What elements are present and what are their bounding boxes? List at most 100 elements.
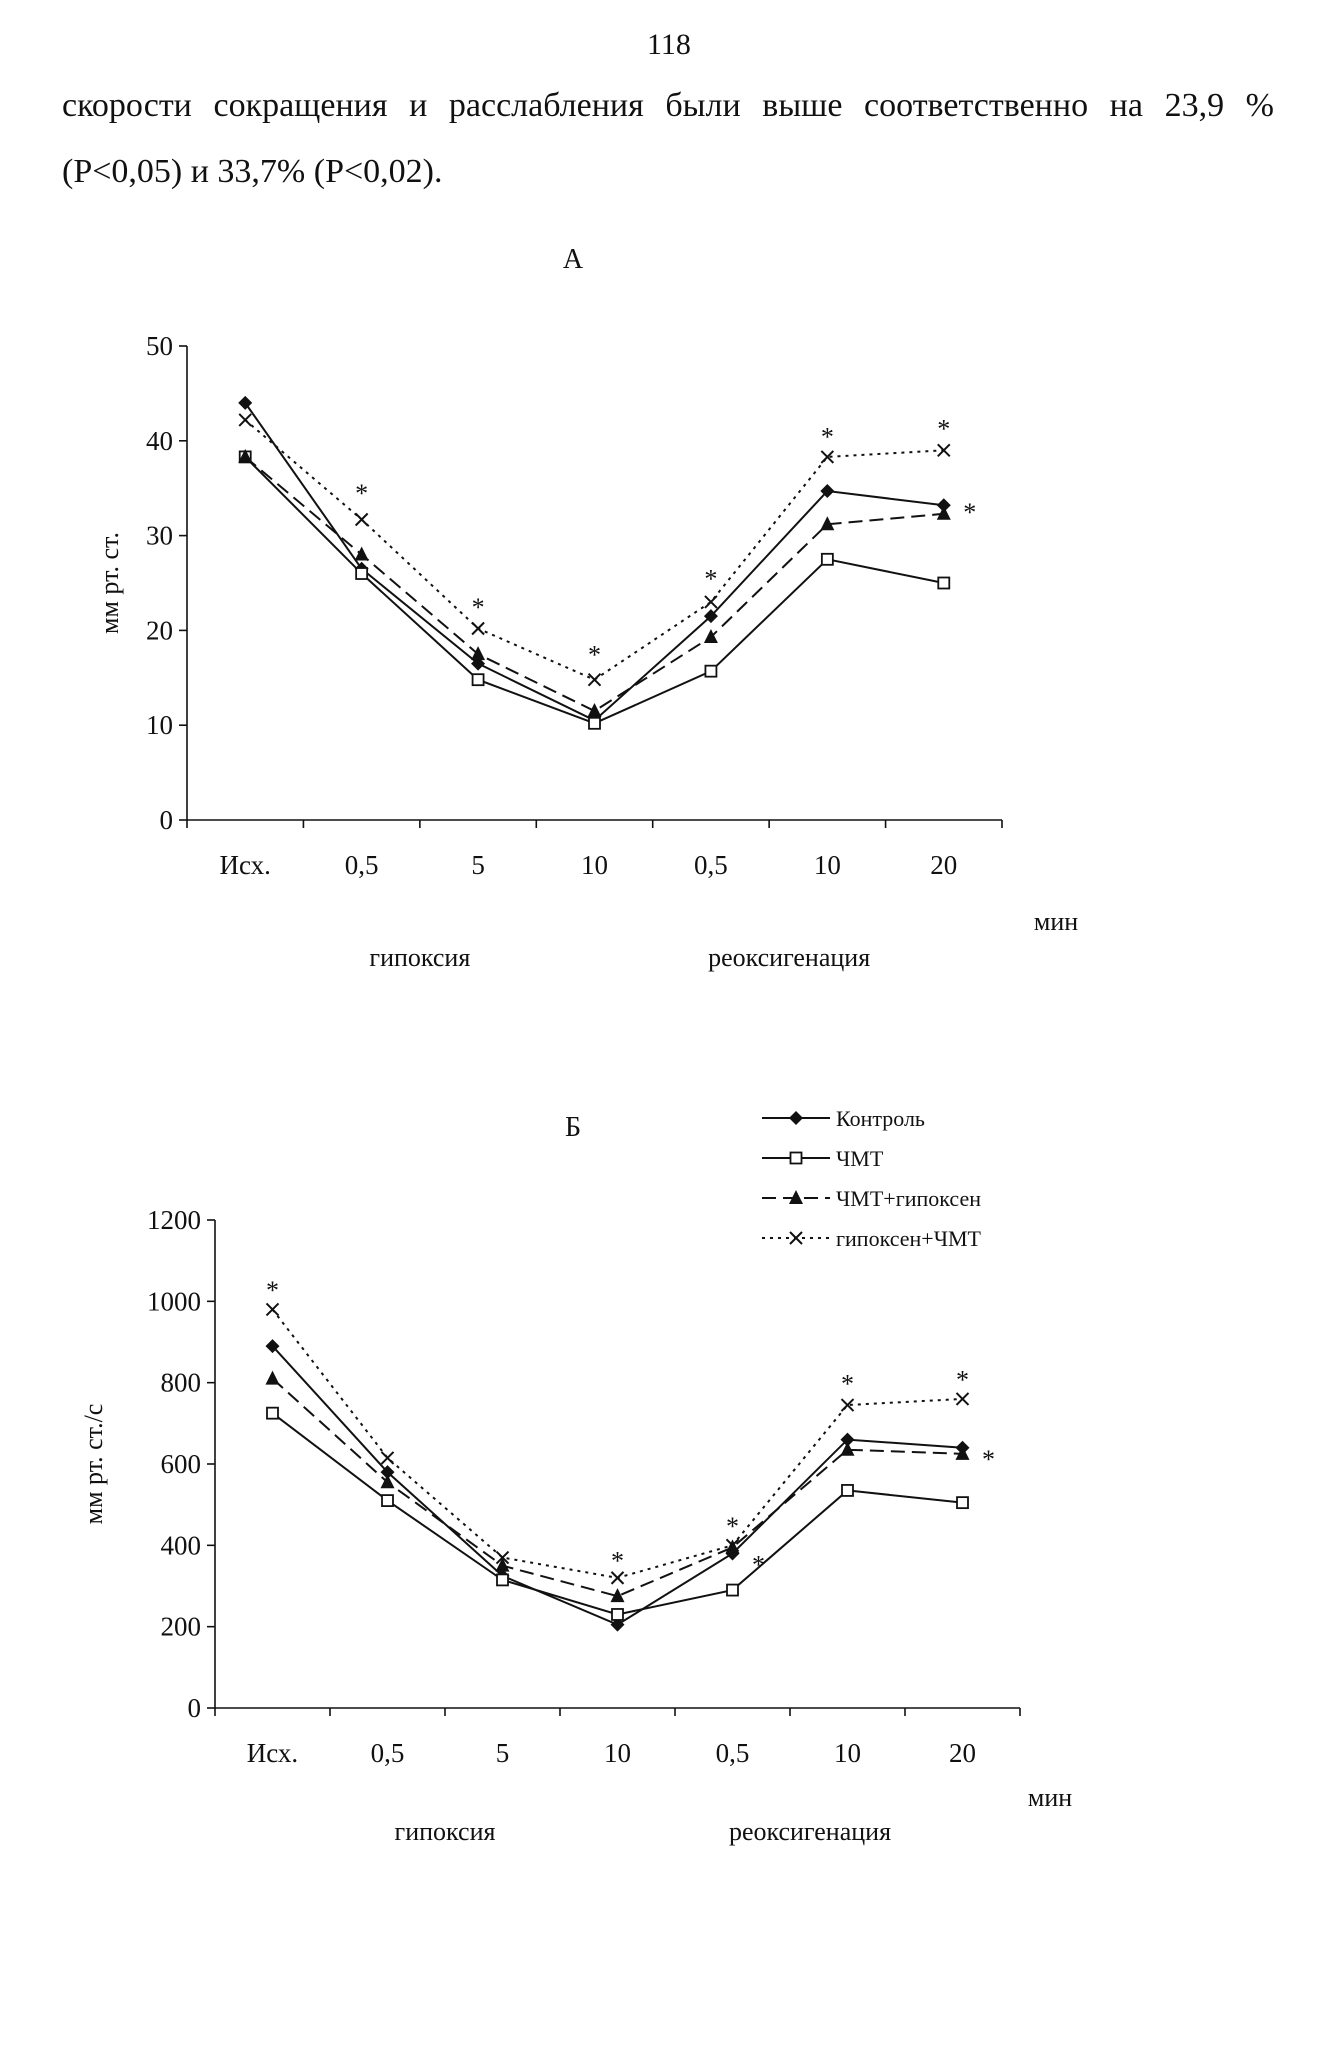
significance-marker: * — [752, 1551, 765, 1580]
y-tick-label: 20 — [146, 615, 173, 645]
legend: Контроль ЧМТ ЧМТ+гипоксен гипоксен+ЧМТ — [762, 1106, 982, 1251]
chart-title: Б — [565, 1112, 581, 1143]
y-tick-label: 30 — [146, 521, 173, 551]
paragraph-line-2: (Р<0,05) и 33,7% (Р<0,02). — [62, 153, 443, 190]
series-line — [271, 1345, 963, 1626]
data-point — [495, 1557, 510, 1572]
series-0 — [265, 1339, 970, 1632]
data-point — [610, 1571, 625, 1585]
x-tick-label: 0,5 — [694, 850, 728, 880]
data-point — [610, 1588, 625, 1603]
significance-marker: * — [472, 593, 485, 622]
y-tick-label: 200 — [161, 1612, 202, 1642]
x-tick-label: 20 — [930, 850, 957, 880]
y-tick-label: 1000 — [147, 1286, 201, 1316]
x-tick-label: 0,5 — [716, 1738, 750, 1768]
data-point — [380, 1474, 395, 1489]
significance-marker: * — [982, 1445, 995, 1474]
data-point — [587, 672, 602, 687]
data-point — [587, 702, 602, 717]
data-point — [955, 1392, 970, 1406]
legend-marker — [789, 1151, 803, 1165]
x-tick-label: 10 — [834, 1738, 861, 1768]
y-tick-label: 800 — [161, 1368, 202, 1398]
data-point — [820, 450, 835, 464]
y-axis-label: мм рт. ст. — [95, 532, 124, 634]
legend-marker — [789, 1190, 803, 1204]
series-2 — [265, 1370, 970, 1603]
data-point — [840, 1441, 855, 1456]
data-point — [471, 646, 486, 661]
data-point — [495, 1550, 510, 1565]
legend-label: ЧМТ — [836, 1146, 884, 1171]
data-point — [726, 1583, 739, 1597]
significance-marker: * — [588, 640, 601, 669]
data-point — [496, 1573, 509, 1587]
data-point — [841, 1484, 854, 1497]
group-label-hypoxia: гипоксия — [369, 943, 470, 972]
chart-a: А 0 10 20 30 40 50 мм рт. ст. Исх. 0,5 5 10 0,5 10 20 м… — [95, 244, 1078, 972]
data-point — [937, 576, 951, 590]
legend-label: гипоксен+ЧМТ — [836, 1226, 982, 1251]
legend-marker — [789, 1231, 803, 1245]
x-tick-label: 0,5 — [371, 1738, 405, 1768]
y-tick-label: 600 — [161, 1449, 202, 1479]
data-point — [840, 1432, 855, 1447]
paragraph-line-1: скорости сокращения и расслабления были … — [62, 87, 1274, 124]
x-unit-label: мин — [1028, 1783, 1072, 1812]
data-point — [238, 413, 252, 427]
y-tick-label: 50 — [146, 331, 173, 361]
chart-b: Б 0 200 400 600 800 1000 1200 мм рт. ст./с Исх. 0,… — [79, 1106, 1072, 1846]
data-point — [703, 629, 718, 644]
data-point — [820, 552, 834, 566]
significance-marker: * — [704, 565, 717, 594]
data-point — [265, 1339, 280, 1354]
data-point — [704, 664, 718, 678]
data-point — [588, 716, 601, 730]
legend-label: ЧМТ+гипоксен — [836, 1186, 981, 1211]
data-point — [265, 1370, 280, 1385]
data-point — [820, 516, 835, 531]
x-tick-label: Исх. — [220, 850, 271, 880]
group-label-reoxygenation: реоксигенация — [708, 943, 870, 972]
series-2 — [238, 448, 951, 717]
data-point — [471, 656, 486, 671]
significance-marker: * — [266, 1276, 279, 1305]
data-point — [611, 1608, 624, 1621]
significance-marker: * — [355, 479, 368, 508]
series-line — [271, 1308, 963, 1579]
x-tick-label: 10 — [581, 850, 608, 880]
data-point — [354, 512, 369, 527]
data-point — [937, 443, 951, 457]
y-tick-label: 1200 — [147, 1205, 201, 1235]
significance-marker: * — [611, 1547, 624, 1576]
legend-label: Контроль — [836, 1106, 925, 1131]
y-tick-label: 40 — [146, 426, 173, 456]
y-tick-label: 400 — [161, 1530, 202, 1560]
data-point — [725, 1538, 740, 1553]
data-point — [955, 1445, 970, 1460]
data-point — [610, 1617, 625, 1632]
chart-title: А — [563, 244, 584, 275]
group-label-hypoxia: гипоксия — [395, 1817, 496, 1846]
y-tick-label: 0 — [188, 1693, 202, 1723]
x-tick-label: Исх. — [247, 1738, 298, 1768]
data-point — [936, 505, 951, 520]
x-tick-label: 0,5 — [345, 850, 379, 880]
data-point — [703, 609, 718, 624]
series-3 — [238, 413, 951, 687]
x-tick-label: 5 — [496, 1738, 510, 1768]
data-point — [380, 1465, 395, 1480]
y-tick-label: 0 — [160, 805, 174, 835]
x-tick-label: 10 — [604, 1738, 631, 1768]
data-point — [266, 1406, 279, 1420]
series-line — [244, 456, 944, 713]
x-tick-label: 10 — [814, 850, 841, 880]
data-point — [381, 1494, 394, 1508]
data-point — [355, 567, 369, 580]
series-line — [244, 456, 944, 725]
series-3 — [265, 1302, 970, 1585]
series-1 — [266, 1406, 969, 1621]
data-point — [238, 448, 253, 463]
significance-marker: * — [821, 422, 834, 451]
